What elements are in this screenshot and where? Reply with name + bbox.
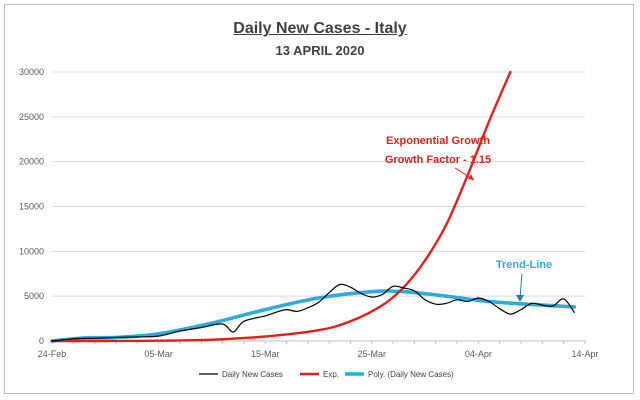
- series-poly-trend: [50, 289, 577, 343]
- y-tick-label: 30000: [19, 67, 44, 77]
- x-tick-label: 15-Mar: [251, 349, 280, 359]
- x-tick-label: 25-Mar: [358, 349, 387, 359]
- annotation-trend-line: Trend-Line: [496, 259, 552, 271]
- y-tick-label: 25000: [19, 112, 44, 122]
- y-axis: 0 5000 10000 15000 20000 25000 30000: [19, 67, 44, 346]
- annotation-arrowhead-exp: [468, 174, 474, 180]
- annotation-exponential: Exponential Growth: [386, 135, 490, 147]
- annotation-arrowhead-trend: [516, 295, 524, 302]
- legend-label-exp: Exp.: [323, 370, 339, 379]
- x-tick-label: 05-Mar: [144, 349, 173, 359]
- chart-title: Daily New Cases - Italy: [233, 20, 407, 37]
- legend: Daily New Cases Exp. Poly. (Daily New Ca…: [199, 370, 454, 379]
- annotation-arrow-trend: [519, 273, 523, 299]
- series-exp: [50, 70, 512, 343]
- y-tick-label: 15000: [19, 202, 44, 212]
- chart-subtitle: 13 APRIL 2020: [275, 43, 365, 58]
- x-tick-label: 14-Apr: [571, 349, 598, 359]
- x-tick-label: 24-Feb: [38, 349, 67, 359]
- y-tick-label: 0: [39, 336, 44, 346]
- series-layer: [50, 70, 577, 343]
- x-tick-label: 04-Apr: [465, 349, 492, 359]
- legend-label-poly: Poly. (Daily New Cases): [368, 370, 454, 379]
- series-daily-new-cases: [51, 283, 575, 342]
- y-tick-label: 10000: [19, 246, 44, 256]
- x-axis: 24-Feb 05-Mar 15-Mar 25-Mar 04-Apr 14-Apr: [38, 349, 599, 359]
- legend-label-daily: Daily New Cases: [222, 370, 283, 379]
- y-tick-label: 5000: [24, 291, 44, 301]
- y-tick-label: 20000: [19, 157, 44, 167]
- annotation-growth-factor: Growth Factor - 1.15: [385, 154, 491, 166]
